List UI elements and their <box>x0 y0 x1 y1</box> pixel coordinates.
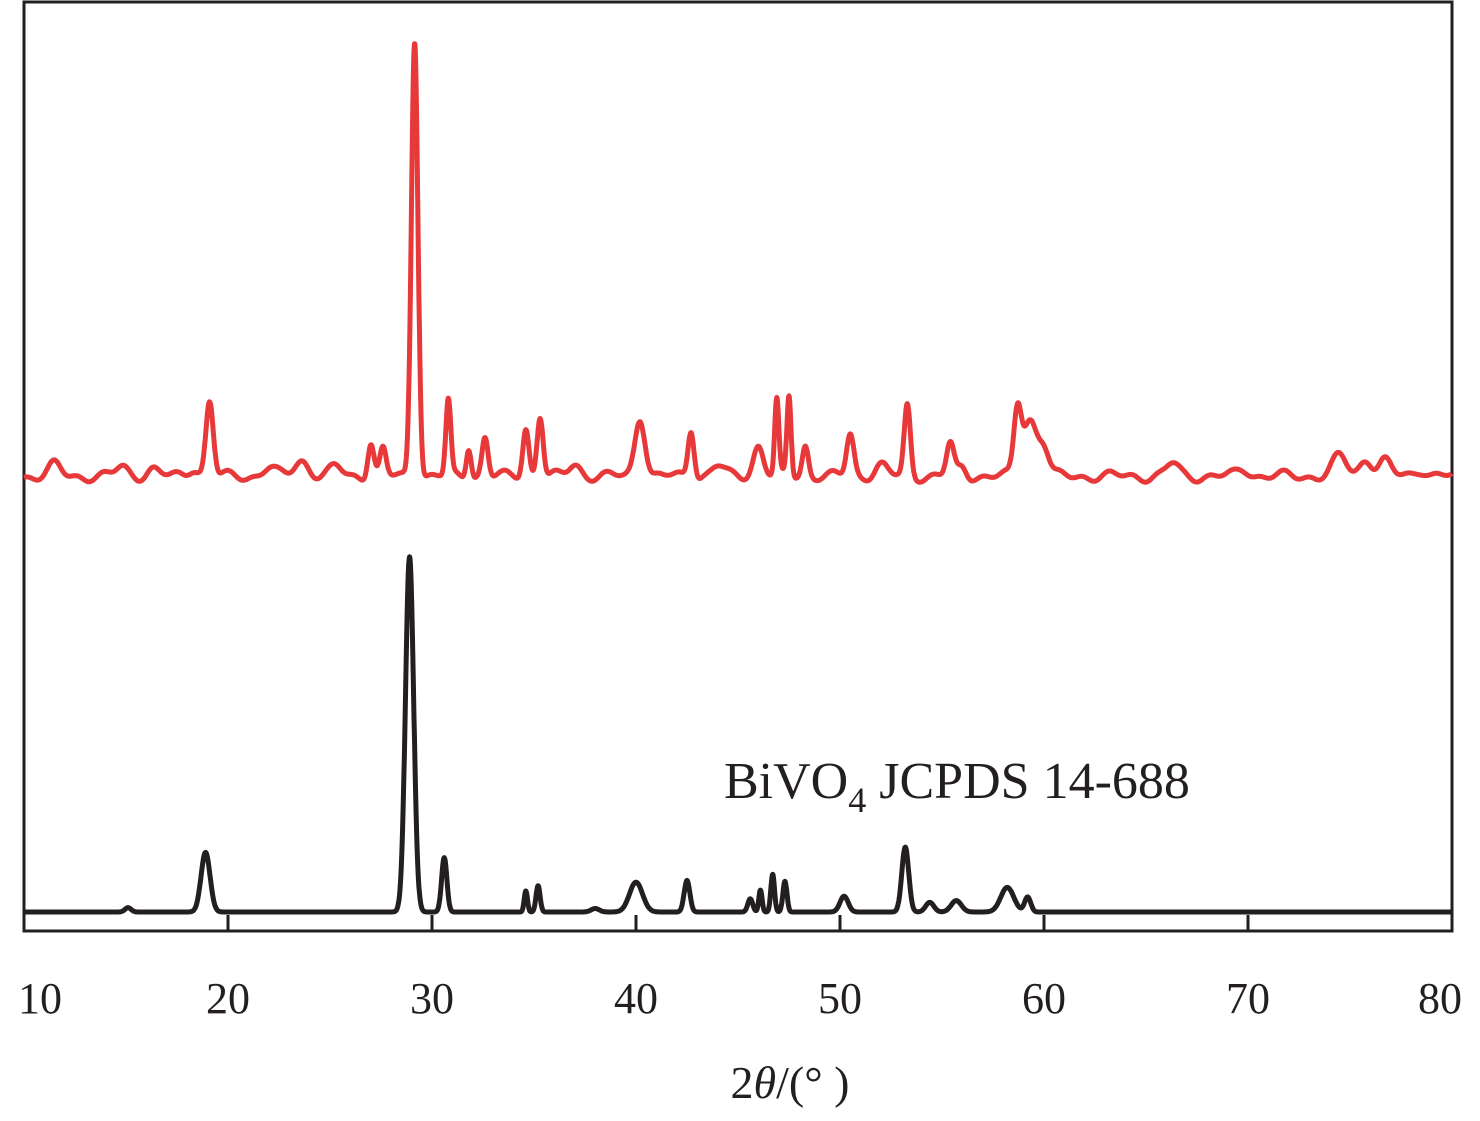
annotation-label: BiVO4 JCPDS 14-688 <box>724 753 1190 820</box>
x-tick-label-70: 70 <box>1226 974 1270 1023</box>
x-tick-label-60: 60 <box>1022 974 1066 1023</box>
x-tick-label-30: 30 <box>410 974 454 1023</box>
x-tick-label-80: 80 <box>1418 974 1462 1023</box>
x-axis-title-theta: θ <box>754 1057 777 1108</box>
series-line-red <box>21 41 1455 485</box>
x-tick-label-50: 50 <box>818 974 862 1023</box>
series-layer <box>21 41 1455 915</box>
x-tick-label-20: 20 <box>206 974 250 1023</box>
x-axis-title: 2θ/(° ) <box>731 1057 850 1108</box>
x-tick-labels: 10 20 30 40 50 60 70 80 <box>18 974 1462 1023</box>
series-line-black <box>21 554 1455 915</box>
x-tick-label-40: 40 <box>614 974 658 1023</box>
x-tick-label-10: 10 <box>18 974 62 1023</box>
annotation-subscript: 4 <box>848 780 866 820</box>
x-axis-title-prefix: 2 <box>731 1057 754 1108</box>
x-ticks <box>22 915 1454 931</box>
plot-frame <box>22 0 1454 933</box>
x-axis-title-suffix: /(° ) <box>776 1057 849 1108</box>
annotation-formula: BiVO <box>724 753 848 810</box>
annotation-rest: JCPDS 14-688 <box>866 753 1190 810</box>
